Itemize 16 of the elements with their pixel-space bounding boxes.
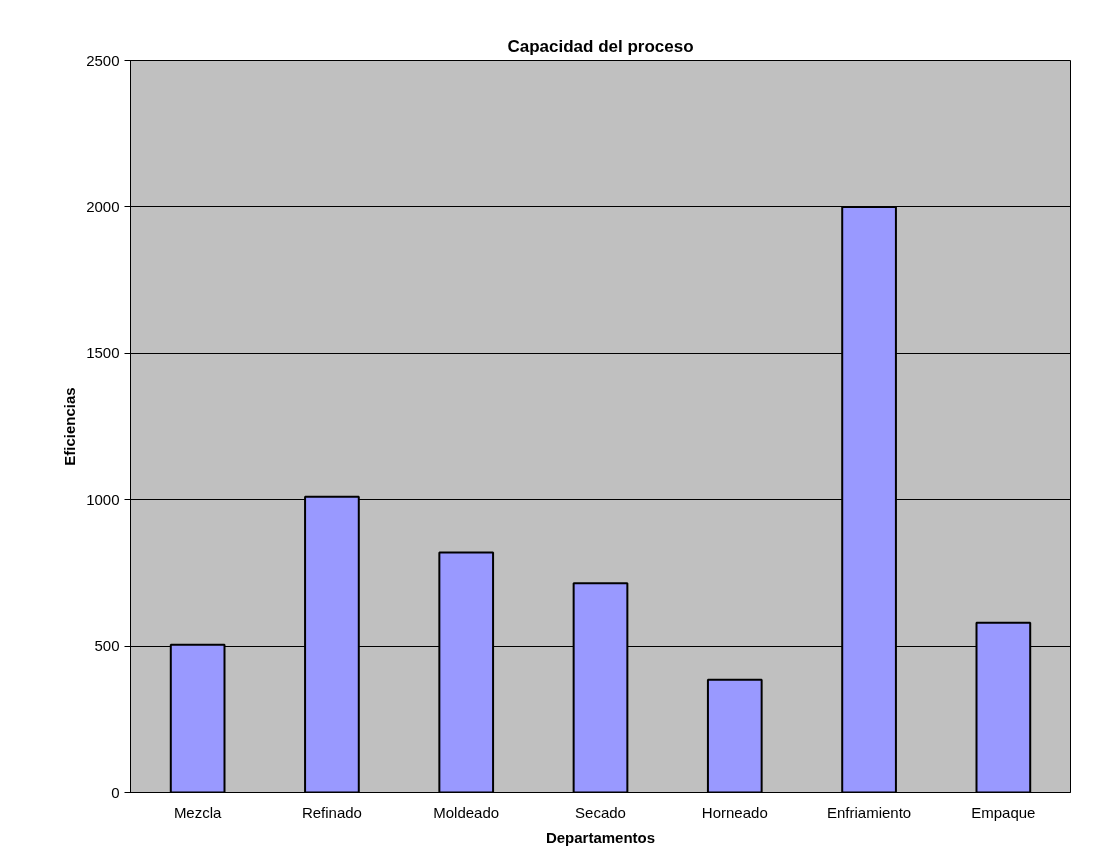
x-tick-label: Refinado <box>301 803 362 821</box>
chart-title: Capacidad del proceso <box>507 36 694 56</box>
x-tick-label: Mezcla <box>173 803 223 821</box>
x-axis-title: Departamentos <box>545 828 656 846</box>
y-tick-label: 1000 <box>86 490 120 508</box>
x-tick-label: Empaque <box>971 803 1036 821</box>
y-tick-label: 1500 <box>86 344 120 362</box>
x-tick-label: Horneado <box>701 803 768 821</box>
y-axis-title: Eficiencias <box>61 387 79 466</box>
x-tick-label: Enfriamiento <box>826 803 912 821</box>
y-tick-label: 500 <box>94 637 120 655</box>
y-tick-label: 0 <box>111 783 120 801</box>
x-tick-label: Secado <box>575 803 626 821</box>
x-tick-label: Moldeado <box>433 803 500 821</box>
y-tick-label: 2000 <box>86 197 120 215</box>
y-tick-label: 2500 <box>86 51 120 69</box>
